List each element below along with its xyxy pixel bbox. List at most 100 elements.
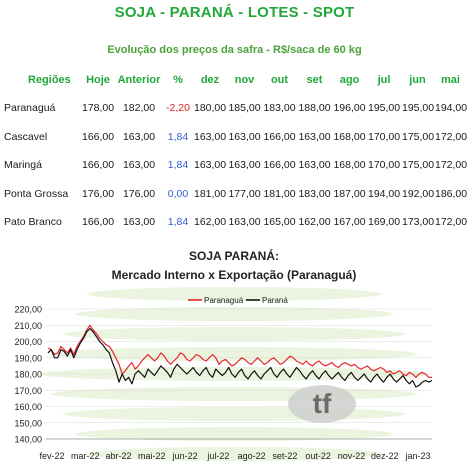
price-cell-pct: 1,84 — [167, 159, 189, 172]
price-cell-jul: 195,00 — [368, 102, 401, 115]
x-tick-label: jan-23 — [404, 451, 430, 461]
column-header-set: set — [306, 74, 323, 86]
price-cell-anterior: 182,00 — [122, 102, 156, 115]
x-tick-label: nov-22 — [338, 451, 366, 461]
price-cell-ago: 167,00 — [333, 216, 366, 229]
prices-table: Regiões Hoje Anterior % dez nov out set … — [2, 66, 467, 237]
chart-title: SOJA PARANÁ: — [189, 248, 279, 263]
y-tick-label: 190,00 — [14, 353, 42, 363]
price-cell-dez: 181,00 — [194, 187, 227, 200]
x-tick-label: mai-22 — [138, 451, 166, 461]
price-cell-jun: 175,00 — [402, 159, 435, 172]
x-tick-label: mar-22 — [71, 451, 100, 461]
x-tick-label: out-22 — [305, 451, 331, 461]
series-line-parana — [47, 327, 433, 388]
x-tick-label: abr-22 — [106, 451, 132, 461]
watermark-text: tf — [313, 388, 332, 419]
column-header-hoje: Hoje — [86, 74, 110, 86]
price-cell-nov: 163,00 — [228, 130, 261, 143]
background-stripe — [51, 387, 417, 401]
column-header-anterior: Anterior — [117, 74, 161, 86]
price-cell-hoje: 166,00 — [82, 159, 115, 172]
chart-container: SOJA PARANÁ: Mercado Interno x Exportaçã… — [0, 246, 469, 469]
price-cell-jul: 194,00 — [368, 187, 401, 200]
legend-label-parana: Paraná — [262, 296, 288, 305]
x-tick-label: fev-22 — [39, 451, 64, 461]
y-tick-label: 200,00 — [14, 337, 42, 347]
price-cell-nov: 163,00 — [228, 216, 261, 229]
price-cell-dez: 162,00 — [194, 216, 227, 229]
price-cell-hoje: 176,00 — [82, 187, 115, 200]
background-stripe — [75, 427, 393, 441]
background-stripe — [63, 327, 405, 341]
table-header-row: Regiões Hoje Anterior % dez nov out set … — [2, 66, 467, 94]
price-cell-ago: 168,00 — [333, 130, 366, 143]
background-stripe — [87, 287, 381, 301]
table-row: Ponta Grossa 176,00 176,00 0,00 181,00 177,00… — [2, 180, 467, 209]
price-cell-set: 162,00 — [298, 216, 331, 229]
price-cell-out: 165,00 — [263, 216, 296, 229]
background-stripes — [39, 287, 429, 461]
price-cell-pct: 0,00 — [167, 187, 189, 200]
region-cell: Pato Branco — [4, 216, 62, 229]
price-cell-set: 183,00 — [298, 187, 331, 200]
y-tick-label: 150,00 — [14, 418, 42, 428]
series-line-paranagua — [47, 324, 432, 378]
region-cell: Maringá — [4, 159, 42, 172]
background-stripe — [87, 447, 381, 461]
price-cell-hoje: 178,00 — [82, 102, 115, 115]
chart-series — [47, 324, 433, 388]
region-cell: Ponta Grossa — [4, 187, 69, 200]
y-tick-label: 220,00 — [14, 305, 42, 315]
price-cell-dez: 163,00 — [194, 159, 227, 172]
y-tick-label: 170,00 — [14, 386, 42, 396]
price-cell-anterior: 163,00 — [122, 130, 156, 143]
price-cell-mai: 194,00 — [435, 102, 468, 115]
tf-watermark-logo: tf — [288, 385, 356, 423]
column-header-jun: jun — [409, 74, 426, 86]
background-stripe — [75, 307, 393, 321]
price-cell-set: 163,00 — [298, 159, 331, 172]
price-cell-anterior: 163,00 — [122, 159, 156, 172]
legend-label-paranagua: Paranaguá — [204, 296, 244, 305]
price-cell-ago: 187,00 — [333, 187, 366, 200]
y-axis: 140,00 150,00 160,00 170,00 180,00 190,00 200,… — [14, 305, 432, 445]
x-tick-label: dez-22 — [371, 451, 399, 461]
table-body: Paranaguá 178,00 182,00 -2,20 180,00 185,00 18… — [2, 94, 467, 237]
chart-subtitle: Mercado Interno x Exportação (Paranaguá) — [112, 268, 357, 282]
price-cell-jul: 170,00 — [368, 130, 401, 143]
price-cell-mai: 186,00 — [435, 187, 468, 200]
price-cell-jul: 169,00 — [368, 216, 401, 229]
price-cell-jun: 192,00 — [402, 187, 435, 200]
y-tick-label: 210,00 — [14, 321, 42, 331]
price-cell-hoje: 166,00 — [82, 216, 115, 229]
price-cell-out: 183,00 — [263, 102, 296, 115]
x-tick-label: set-22 — [272, 451, 297, 461]
page-subtitle: Evolução dos preços da safra - R$/saca d… — [107, 44, 362, 56]
region-cell: Paranaguá — [4, 102, 56, 115]
price-cell-jul: 170,00 — [368, 159, 401, 172]
price-cell-mai: 172,00 — [435, 130, 468, 143]
price-cell-pct: -2,20 — [166, 102, 190, 115]
column-header-ago: ago — [339, 74, 360, 86]
price-cell-dez: 180,00 — [194, 102, 227, 115]
x-tick-label: ago-22 — [238, 451, 266, 461]
price-cell-ago: 196,00 — [333, 102, 366, 115]
watermark-ellipse — [288, 385, 356, 423]
table-row: Maringá 166,00 163,00 1,84 163,00 163,00 166,0… — [2, 151, 467, 180]
price-cell-out: 166,00 — [263, 159, 296, 172]
price-cell-anterior: 176,00 — [122, 187, 156, 200]
table-row: Pato Branco 166,00 163,00 1,84 162,00 163,00 1… — [2, 208, 467, 237]
price-cell-mai: 172,00 — [435, 159, 468, 172]
price-cell-jun: 173,00 — [402, 216, 435, 229]
price-cell-dez: 163,00 — [194, 130, 227, 143]
page-title: SOJA - PARANÁ - LOTES - SPOT — [114, 4, 355, 21]
table-row: Cascavel 166,00 163,00 1,84 163,00 163,00 166,… — [2, 123, 467, 152]
region-cell: Cascavel — [4, 130, 48, 143]
price-cell-set: 163,00 — [298, 130, 331, 143]
price-cell-set: 188,00 — [298, 102, 331, 115]
column-header-jul: jul — [377, 74, 391, 86]
price-cell-nov: 177,00 — [228, 187, 261, 200]
price-cell-pct: 1,84 — [167, 216, 189, 229]
y-tick-label: 180,00 — [14, 370, 42, 380]
